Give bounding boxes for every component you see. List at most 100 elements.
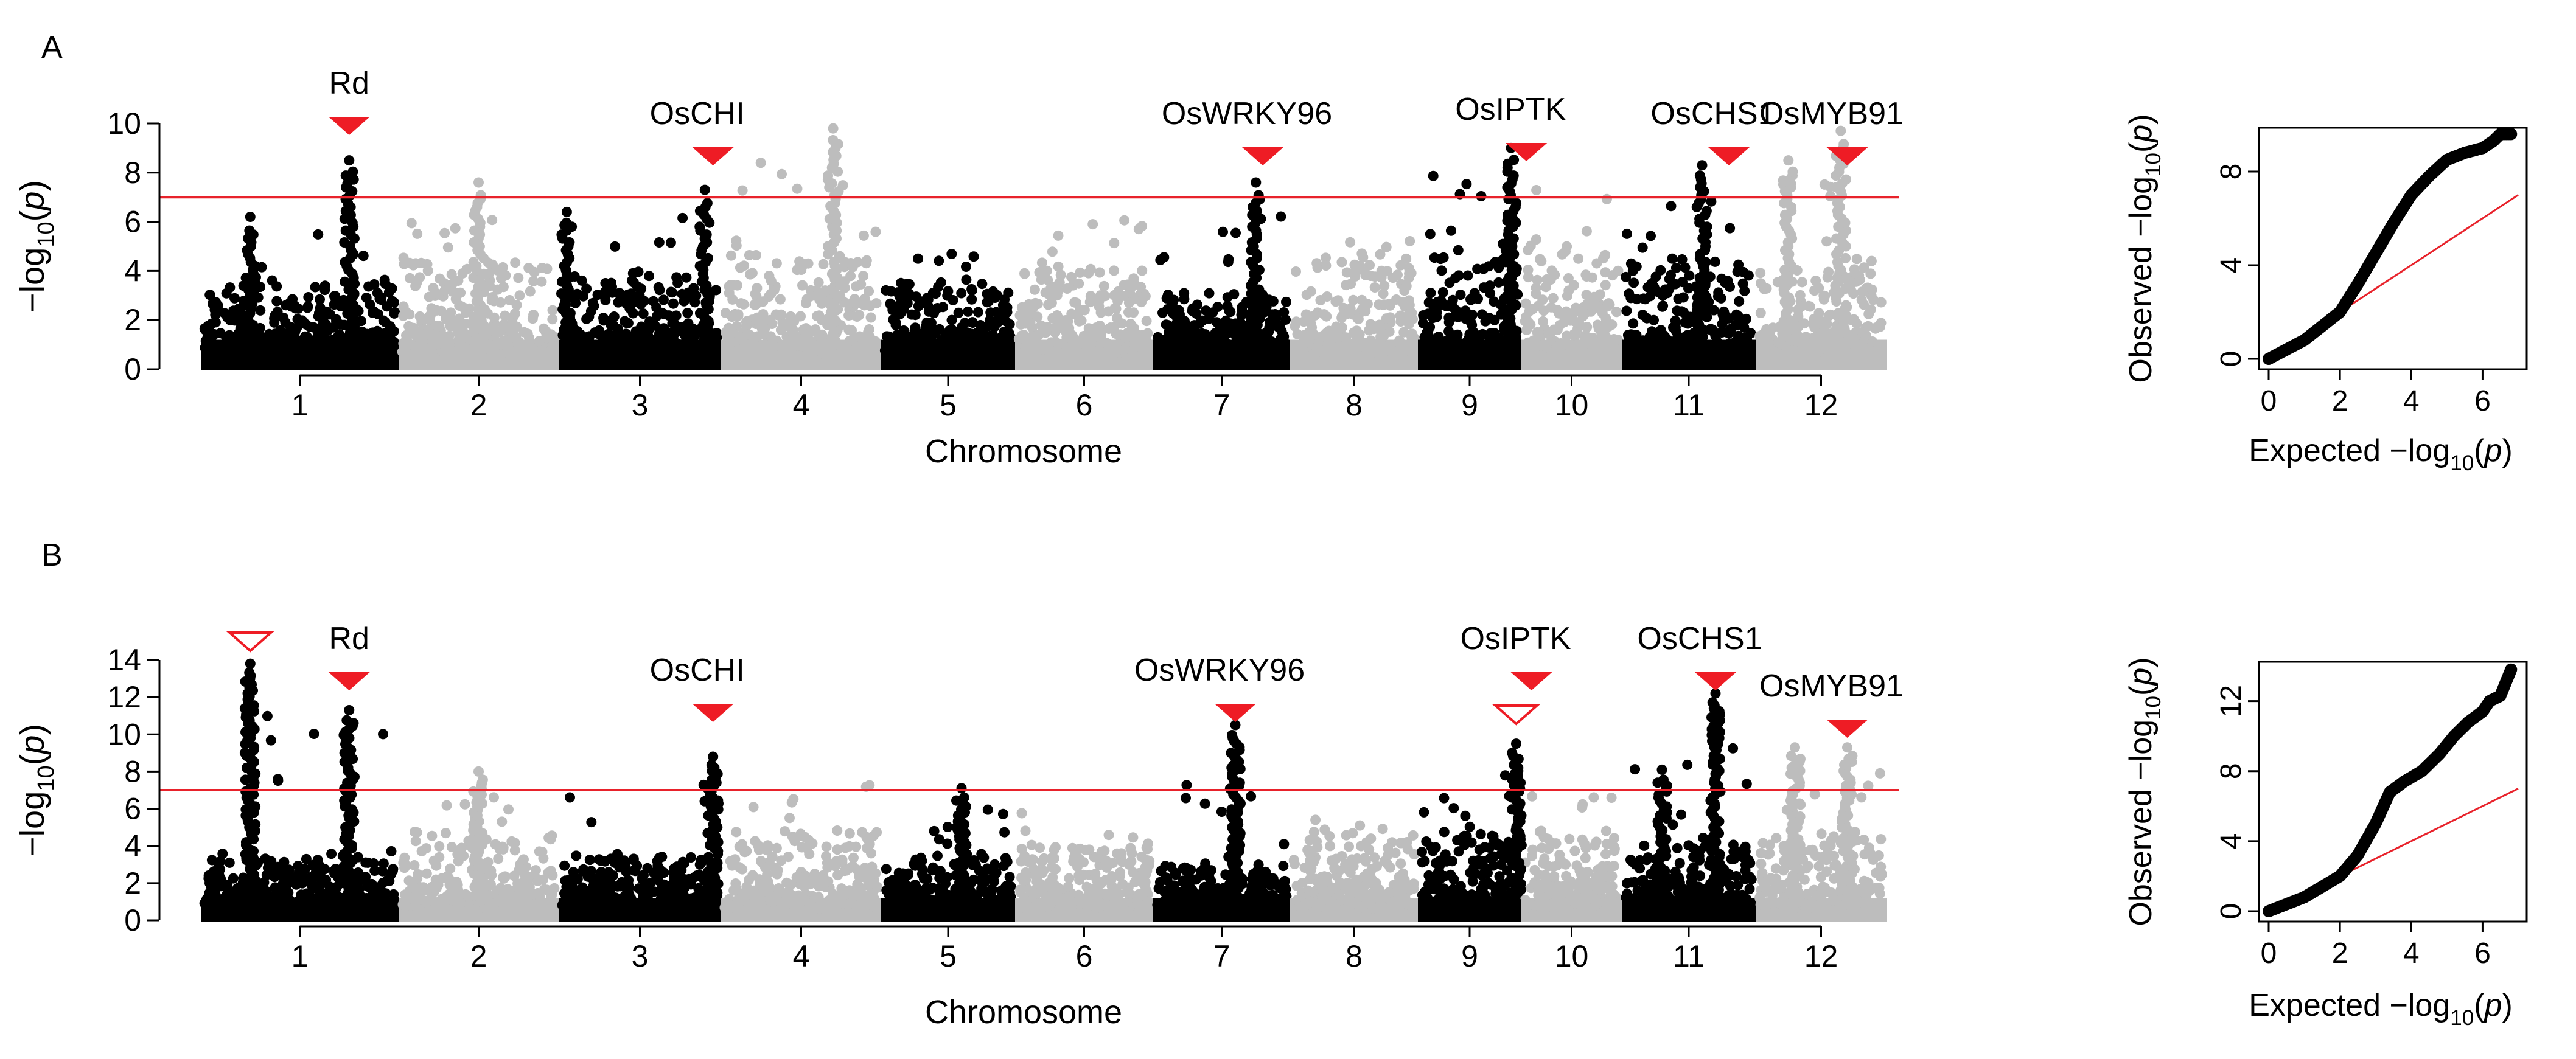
snp-point [408, 260, 419, 271]
snp-point [1478, 263, 1489, 274]
snp-point [1638, 347, 1649, 358]
snp-point [1364, 844, 1375, 855]
snp-point [797, 842, 807, 853]
snp-point [1461, 313, 1471, 324]
snp-point [1136, 852, 1147, 862]
snp-point [1047, 313, 1058, 324]
snp-point [1157, 307, 1168, 318]
snp-point [219, 308, 230, 319]
snp-point [499, 898, 510, 909]
snp-point [1489, 296, 1499, 307]
gene-marker-filled [1826, 147, 1868, 165]
snp-point [349, 324, 359, 335]
snp-point [724, 281, 735, 292]
snp-point [909, 898, 920, 909]
snp-point [548, 341, 559, 352]
snp-point [663, 337, 674, 348]
snp-point [548, 898, 559, 909]
snp-point [904, 336, 914, 347]
snp-point [209, 305, 220, 315]
snp-point [1260, 344, 1271, 355]
snp-point [1701, 206, 1712, 217]
snp-point [271, 331, 282, 342]
snp-point [1848, 288, 1859, 299]
snp-point [332, 881, 343, 892]
snp-point [837, 898, 848, 909]
snp-point [1405, 236, 1415, 246]
snp-point [633, 266, 644, 277]
snp-point [1622, 228, 1632, 239]
snp-point [1103, 830, 1114, 841]
snp-point [1345, 237, 1356, 248]
snp-point [628, 855, 639, 866]
snp-point [1325, 337, 1336, 348]
snp-point [310, 895, 321, 906]
snp-point [890, 319, 901, 330]
snp-point [1562, 291, 1572, 302]
snp-point [1523, 272, 1534, 283]
snp-point [1348, 861, 1359, 872]
snp-point [571, 850, 582, 861]
snp-point [1684, 270, 1695, 281]
snp-point [1350, 271, 1361, 282]
gene-label-rd: Rd [329, 66, 369, 101]
snp-point [1039, 853, 1050, 864]
snp-point [1332, 328, 1343, 339]
snp-point [896, 307, 907, 318]
snp-point [1681, 337, 1692, 348]
snp-point [665, 237, 676, 248]
snp-point [1365, 319, 1376, 330]
snp-point [224, 330, 235, 341]
snp-point [1158, 897, 1169, 907]
snp-point [1034, 267, 1045, 278]
snp-point [578, 866, 588, 877]
snp-point [1281, 900, 1292, 911]
snp-point [934, 834, 944, 845]
snp-point [942, 838, 953, 849]
snp-point [1778, 339, 1789, 350]
snp-point [854, 310, 865, 321]
snp-point [1484, 345, 1495, 356]
chromosome-1-points [199, 208, 400, 370]
chromosome-6-points [1013, 215, 1153, 370]
snp-point [1276, 211, 1286, 222]
snp-point [1743, 270, 1754, 281]
snp-point [270, 882, 281, 893]
snp-point [1044, 900, 1055, 911]
snp-point [1137, 293, 1148, 304]
snp-point [676, 322, 687, 333]
snp-point [1381, 858, 1392, 869]
snp-point [1255, 292, 1266, 303]
snp-point [773, 883, 784, 894]
snp-point [946, 249, 957, 259]
snp-point [1621, 305, 1632, 316]
snp-point [783, 886, 794, 897]
snp-point [694, 221, 705, 232]
snp-point [772, 310, 783, 321]
snp-point [630, 326, 641, 337]
snp-point [217, 898, 228, 909]
snp-point [1706, 325, 1717, 335]
snp-point [1531, 288, 1541, 299]
snp-point [332, 903, 343, 914]
snp-point [1062, 283, 1073, 294]
peak-chr11 [1691, 160, 1712, 350]
snp-point [1053, 895, 1064, 906]
peak-chr1 [240, 212, 261, 350]
snp-point [599, 286, 610, 297]
snp-point [319, 285, 330, 296]
snp-point [968, 251, 979, 262]
snp-point [1381, 241, 1392, 252]
snp-point [985, 307, 996, 318]
snp-point [1453, 245, 1464, 255]
snp-point [1020, 895, 1031, 906]
snp-point [926, 318, 937, 328]
snp-point [1848, 338, 1859, 349]
snp-point [459, 304, 470, 314]
snp-point [262, 863, 273, 873]
snp-point [1128, 277, 1139, 288]
snp-point [458, 850, 469, 861]
snp-point [1538, 305, 1549, 316]
snp-point [1851, 254, 1862, 265]
snp-point [1349, 259, 1360, 270]
